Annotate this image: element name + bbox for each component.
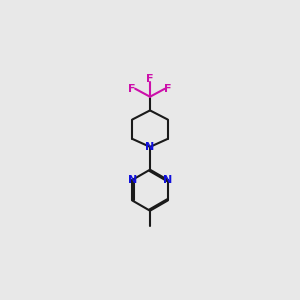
Text: N: N — [146, 142, 154, 152]
Text: F: F — [164, 84, 172, 94]
Text: F: F — [128, 84, 136, 94]
Text: F: F — [146, 74, 154, 84]
Text: N: N — [163, 175, 172, 185]
Text: N: N — [128, 175, 137, 185]
